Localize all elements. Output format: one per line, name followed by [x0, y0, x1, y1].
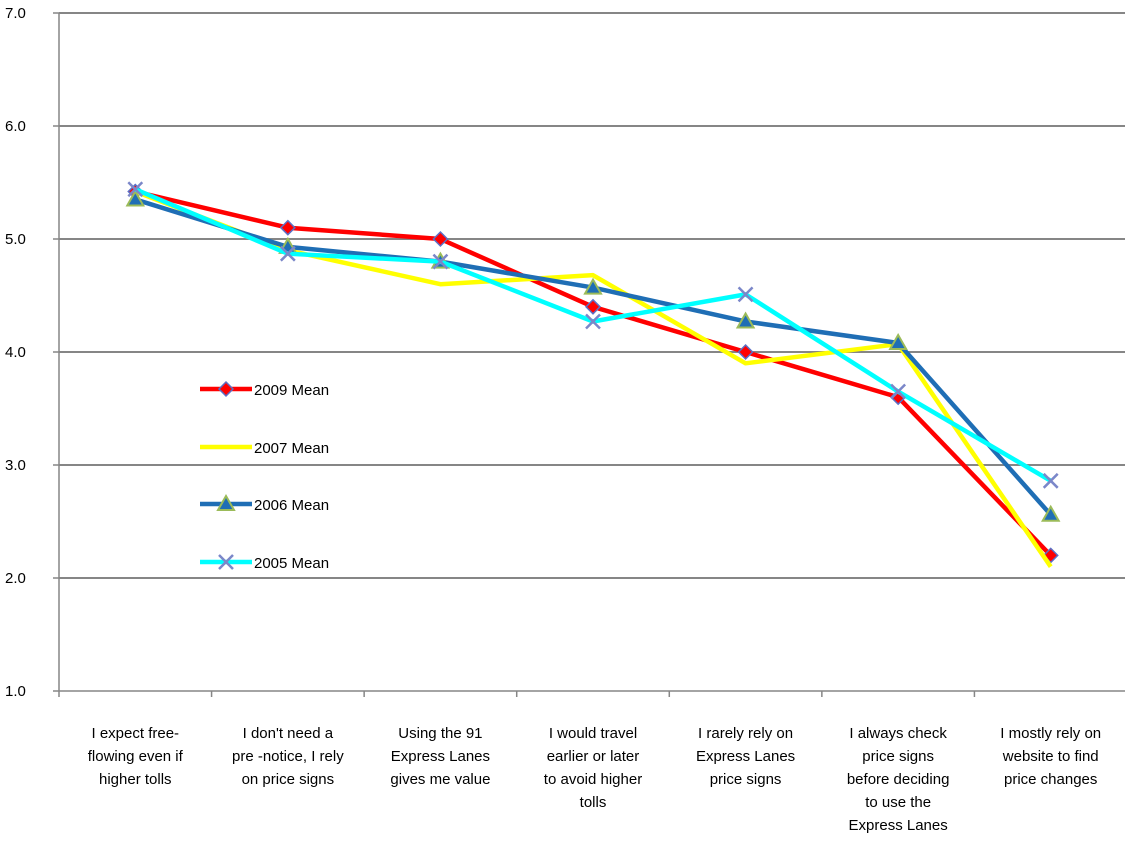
legend: 2009 Mean 2007 Mean 2006 Mean 2005 Mean — [200, 380, 329, 572]
category-label-line: I expect free- — [92, 725, 180, 742]
triangle-marker — [888, 332, 908, 350]
x-marker — [127, 181, 144, 198]
legend-label: 2007 Mean — [254, 440, 329, 457]
diamond-marker — [217, 380, 235, 398]
triangle-marker — [583, 277, 603, 295]
category-label-line: Express Lanes — [696, 748, 795, 765]
legend-label: 2006 Mean — [254, 497, 329, 514]
x-marker — [1042, 472, 1059, 489]
category-label: I always check price signs before deciding… — [847, 725, 950, 834]
y-tick-label: 4.0 — [5, 344, 26, 361]
triangle-marker — [125, 189, 146, 207]
category-label: I mostly rely on website to find price cha… — [1000, 725, 1101, 788]
diamond-marker — [279, 219, 296, 236]
category-label-line: I mostly rely on — [1000, 725, 1101, 742]
x-marker — [279, 245, 296, 262]
category-label-line: tolls — [580, 794, 607, 811]
x-marker — [737, 286, 754, 303]
legend-item: 2009 Mean — [200, 380, 329, 399]
category-label-line: flowing even if — [88, 748, 184, 765]
series-lines — [125, 181, 1061, 568]
y-axis-tick-labels: 1.0 2.0 3.0 4.0 5.0 6.0 7.0 — [5, 5, 26, 700]
category-label-line: I always check — [849, 725, 947, 742]
gridlines — [53, 12, 1125, 692]
category-label-line: gives me value — [390, 771, 490, 788]
category-label-line: price signs — [862, 748, 934, 765]
legend-label: 2005 Mean — [254, 555, 329, 572]
y-tick-label: 2.0 — [5, 570, 26, 587]
x-marker — [218, 554, 234, 570]
x-marker — [585, 313, 601, 330]
series-line — [134, 187, 1052, 483]
y-tick-label: 7.0 — [5, 5, 26, 22]
y-tick-label: 6.0 — [5, 118, 26, 135]
category-label-line: higher tolls — [99, 771, 172, 788]
triangle-marker — [216, 493, 236, 511]
x-marker — [890, 383, 907, 400]
category-label-line: I rarely rely on — [698, 725, 793, 742]
x-axis-category-labels: I expect free-flowing even if higher toll… — [88, 725, 1101, 834]
legend-label: 2009 Mean — [254, 382, 329, 399]
category-label: I expect free-flowing even if higher toll… — [88, 725, 184, 788]
triangle-marker — [735, 311, 756, 329]
series-2005-mean — [127, 181, 1059, 489]
series-2006-mean — [125, 189, 1061, 522]
category-label-line: pre -notice, I rely — [232, 748, 344, 765]
category-label-line: I would travel — [549, 725, 637, 742]
category-label-line: earlier or later — [547, 748, 640, 765]
category-label-line: to avoid higher — [544, 771, 642, 788]
category-label-line: I don't need a — [243, 725, 334, 742]
y-tick-label: 3.0 — [5, 457, 26, 474]
y-tick-label: 1.0 — [5, 683, 26, 700]
category-label-line: before deciding — [847, 771, 950, 788]
axes — [58, 13, 1125, 697]
x-marker — [432, 253, 449, 270]
category-label-line: price changes — [1004, 771, 1097, 788]
triangle-marker — [1040, 504, 1061, 522]
category-label-line: Express Lanes — [849, 817, 948, 834]
category-label: Using the 91 Express Lanes gives me value — [390, 725, 490, 788]
category-label-line: price signs — [710, 771, 782, 788]
category-label: I would travel earlier or later to avoid h… — [544, 725, 642, 811]
y-tick-label: 5.0 — [5, 231, 26, 248]
category-label-line: website to find — [1002, 748, 1099, 765]
category-label: I don't need a pre -notice, I rely on pric… — [232, 725, 344, 788]
category-label-line: on price signs — [242, 771, 335, 788]
diamond-marker — [737, 343, 754, 361]
category-label-line: to use the — [865, 794, 931, 811]
legend-item: 2007 Mean — [200, 440, 329, 457]
diamond-marker — [584, 298, 602, 315]
legend-item: 2005 Mean — [200, 554, 329, 572]
legend-item: 2006 Mean — [200, 493, 329, 514]
category-label-line: Using the 91 — [398, 725, 482, 742]
diamond-marker — [432, 230, 449, 248]
category-label: I rarely rely on Express Lanes price signs — [696, 725, 795, 788]
category-label-line: Express Lanes — [391, 748, 490, 765]
